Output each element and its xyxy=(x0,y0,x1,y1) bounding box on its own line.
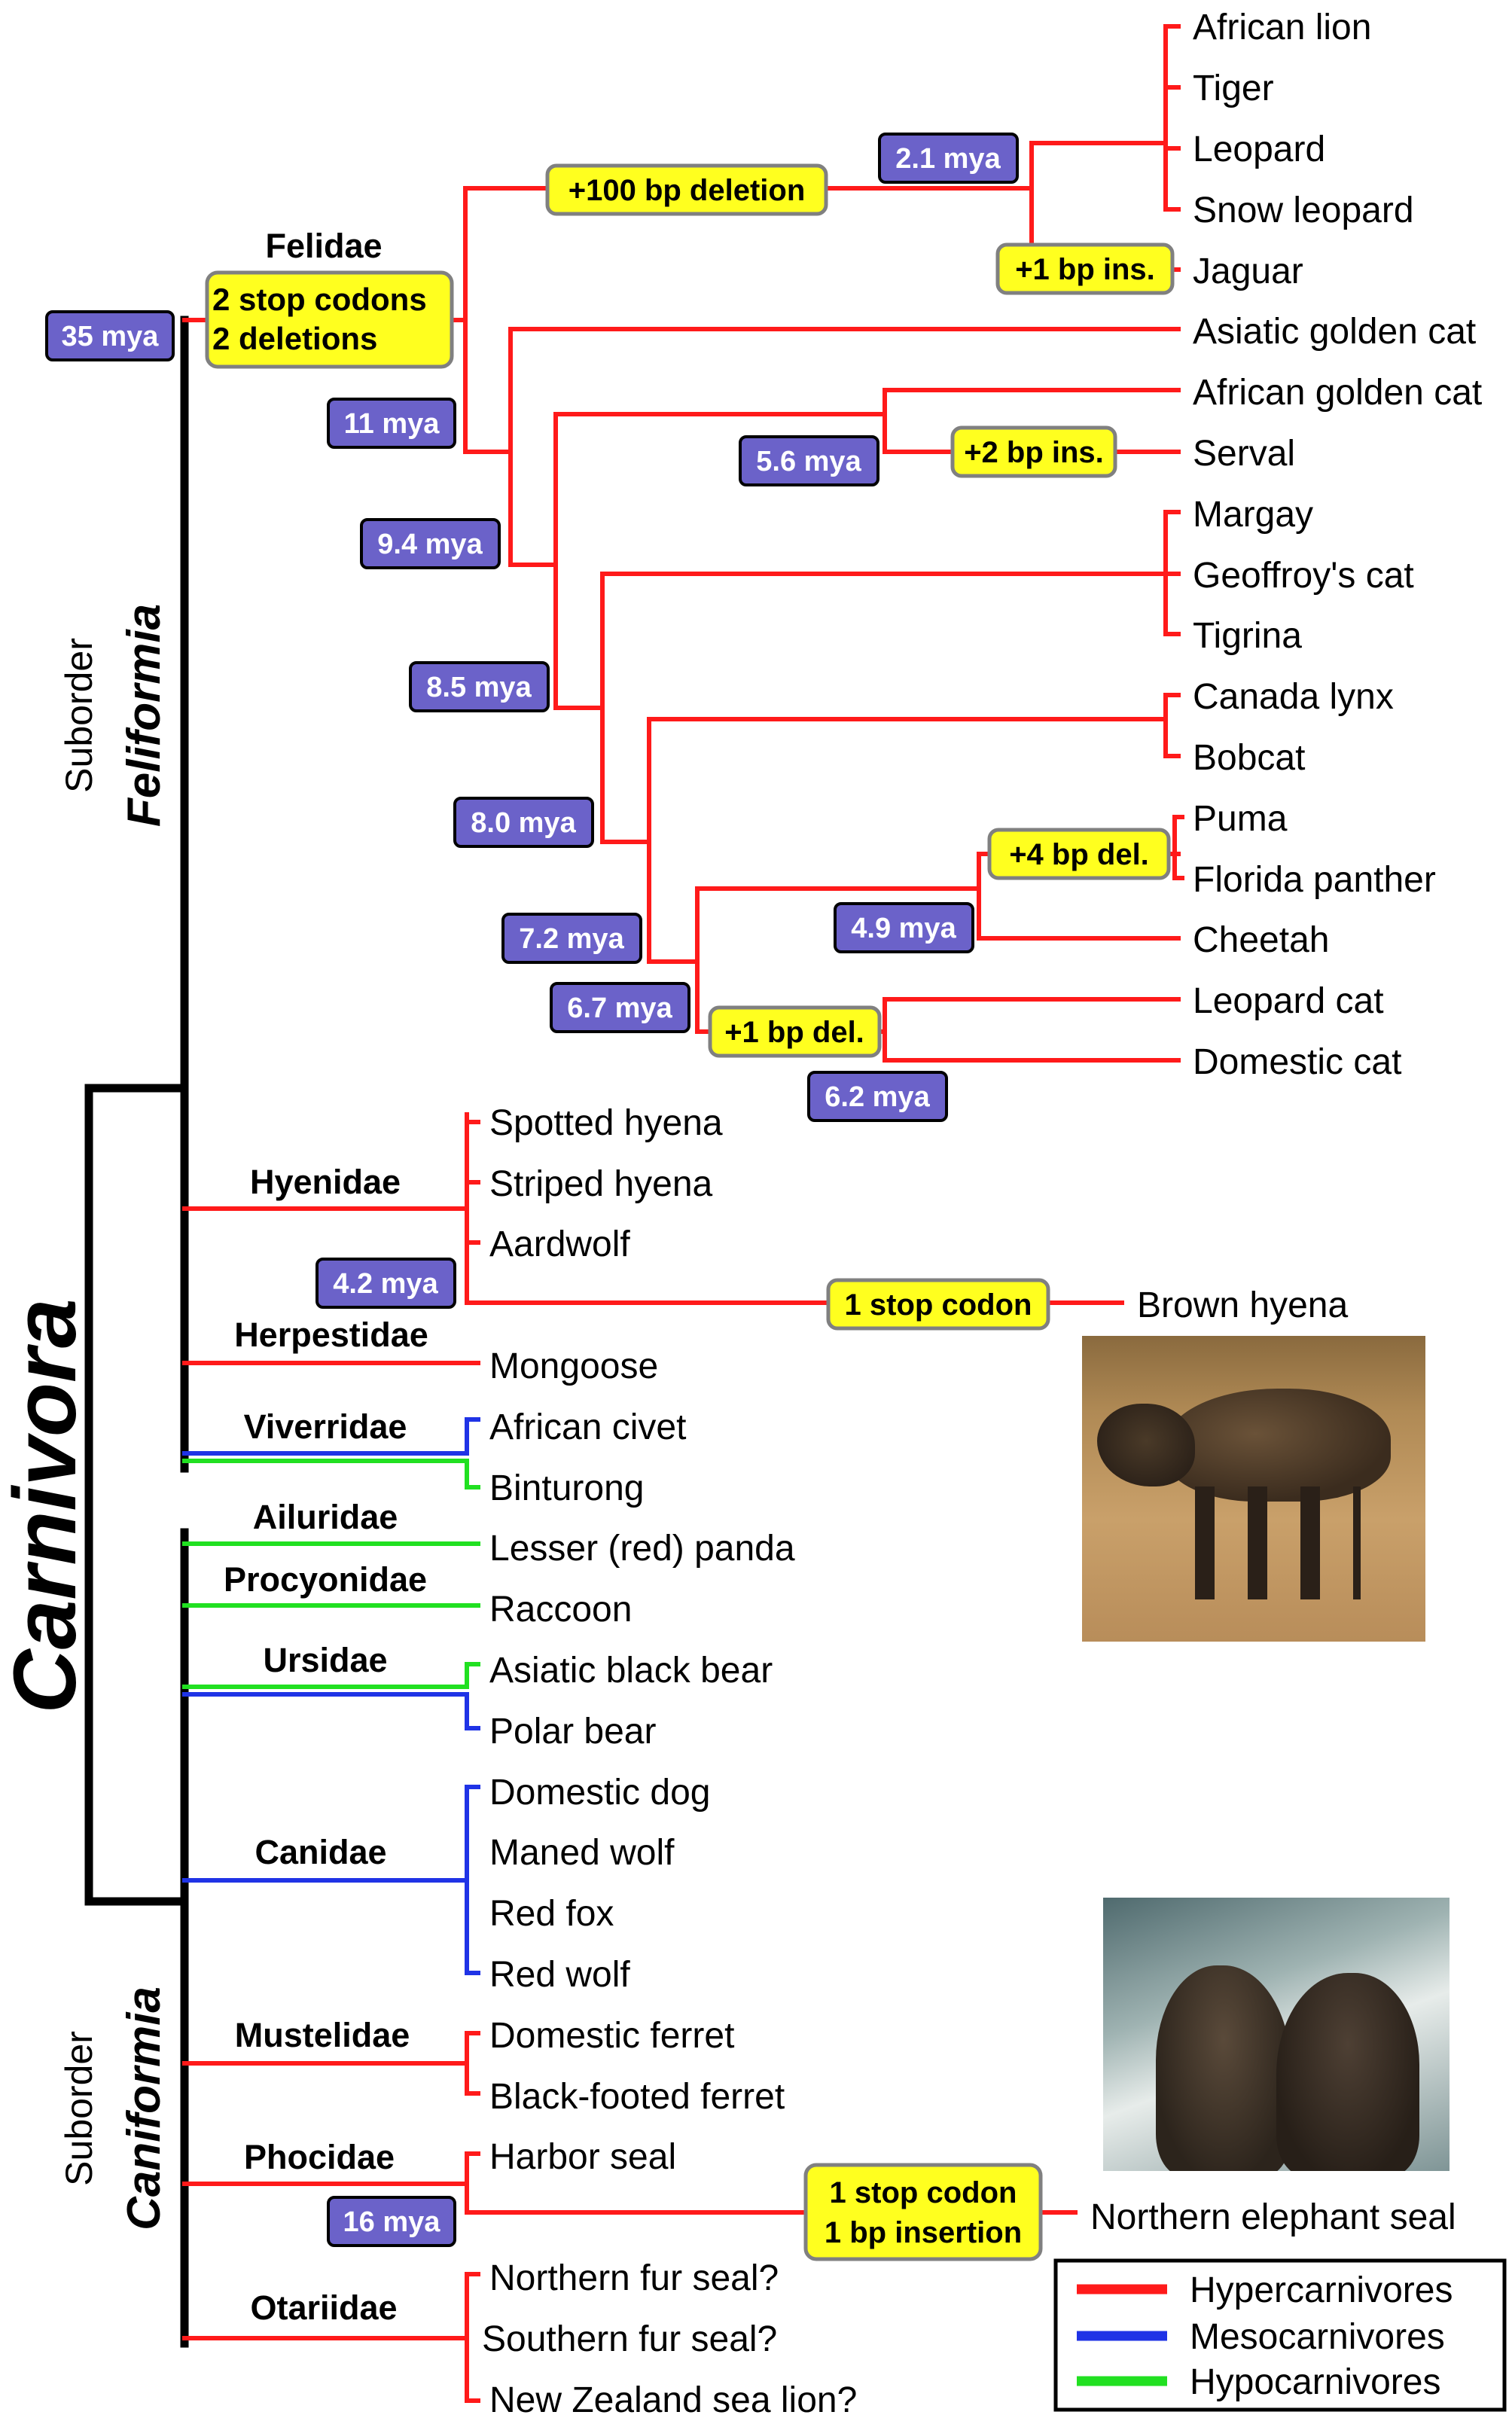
species-polar-bear: Polar bear xyxy=(489,1712,656,1752)
hyena-body-shape xyxy=(1165,1389,1391,1502)
mutation-event-boxes: 2 stop codons 2 deletions +100 bp deleti… xyxy=(205,163,1175,2261)
family-canidae: Canidae xyxy=(255,1833,386,1871)
species-brown-hyena: Brown hyena xyxy=(1137,1285,1348,1325)
species-tigrina: Tigrina xyxy=(1193,616,1302,656)
hyena-legs-shape xyxy=(1195,1486,1361,1599)
date-4-9-mya: 4.9 mya xyxy=(851,913,956,944)
species-bobcat: Bobcat xyxy=(1193,738,1305,778)
date-8-0-mya: 8.0 mya xyxy=(471,807,576,839)
date-8-5-mya: 8.5 mya xyxy=(426,672,532,703)
divergence-date-boxes: 35 mya 11 mya 9.4 mya 8.5 mya 8.0 mya 7.… xyxy=(45,133,1019,2247)
tree-branches xyxy=(182,24,1184,2403)
order-label: Carnivora xyxy=(0,1299,95,1714)
species-labels: African lion Tiger Leopard Snow leopard … xyxy=(482,8,1482,2420)
elephant-seal-photo xyxy=(1103,1898,1450,2171)
species-serval: Serval xyxy=(1193,434,1295,474)
species-raccoon: Raccoon xyxy=(489,1590,632,1630)
species-geoffroys-cat: Geoffroy's cat xyxy=(1193,556,1414,596)
species-binturong: Binturong xyxy=(489,1468,644,1508)
family-ursidae: Ursidae xyxy=(263,1641,387,1679)
event-100bp-deletion: +100 bp deletion xyxy=(569,174,806,207)
event-4bp-del: +4 bp del. xyxy=(1009,838,1149,871)
species-tiger: Tiger xyxy=(1193,69,1274,108)
family-felidae: Felidae xyxy=(265,227,382,265)
family-mustelidae: Mustelidae xyxy=(235,2016,410,2054)
family-viverridae: Viverridae xyxy=(244,1407,407,1446)
species-domestic-cat: Domestic cat xyxy=(1193,1042,1401,1082)
family-ailuridae: Ailuridae xyxy=(253,1498,398,1536)
species-leopard: Leopard xyxy=(1193,130,1325,169)
date-11-mya: 11 mya xyxy=(344,408,440,440)
date-6-7-mya: 6.7 mya xyxy=(567,992,672,1024)
species-puma: Puma xyxy=(1193,799,1288,839)
rank-labels: Carnivora Suborder Feliformia Suborder C… xyxy=(0,604,170,2230)
suborder-feliformia-name: Feliformia xyxy=(118,604,170,827)
species-southern-fur-seal: Southern fur seal? xyxy=(482,2319,777,2359)
species-lesser-red-panda: Lesser (red) panda xyxy=(489,1529,795,1569)
species-margay: Margay xyxy=(1193,495,1313,535)
legend-label-hyper: Hypercarnivores xyxy=(1190,2270,1453,2310)
species-northern-fur-seal: Northern fur seal? xyxy=(489,2258,779,2298)
event-felidae-line1: 2 stop codons xyxy=(212,282,427,317)
date-35-mya: 35 mya xyxy=(62,321,160,352)
legend-label-meso: Mesocarnivores xyxy=(1190,2317,1445,2357)
species-red-wolf: Red wolf xyxy=(489,1955,630,1995)
seal-left-shape xyxy=(1156,1965,1291,2171)
family-labels: Felidae Hyenidae Herpestidae Viverridae … xyxy=(224,227,428,2327)
species-jaguar: Jaguar xyxy=(1193,252,1303,291)
suborder-feliformia-prefix: Suborder xyxy=(58,638,100,793)
species-spotted-hyena: Spotted hyena xyxy=(489,1103,723,1143)
species-florida-panther: Florida panther xyxy=(1193,860,1436,900)
legend-label-hypo: Hypocarnivores xyxy=(1190,2362,1440,2402)
family-otariidae: Otariidae xyxy=(250,2288,397,2327)
family-herpestidae: Herpestidae xyxy=(234,1316,428,1354)
event-seal-stop-codon: 1 stop codon xyxy=(830,2176,1017,2209)
species-cheetah: Cheetah xyxy=(1193,920,1329,960)
species-aardwolf: Aardwolf xyxy=(489,1224,630,1264)
event-1bp-ins: +1 bp ins. xyxy=(1015,253,1155,286)
hyena-head-shape xyxy=(1097,1404,1195,1486)
species-domestic-ferret: Domestic ferret xyxy=(489,2016,734,2056)
backbone-lines xyxy=(84,316,189,2348)
species-asiatic-black-bear: Asiatic black bear xyxy=(489,1651,773,1691)
species-black-footed-ferret: Black-footed ferret xyxy=(489,2077,785,2117)
family-procyonidae: Procyonidae xyxy=(224,1560,427,1599)
suborder-caniformia-name: Caniformia xyxy=(118,1987,170,2230)
brown-hyena-photo xyxy=(1082,1336,1425,1642)
species-northern-elephant-seal: Northern elephant seal xyxy=(1090,2197,1456,2237)
species-african-civet: African civet xyxy=(489,1407,686,1447)
legend: Hypercarnivores Mesocarnivores Hypocarni… xyxy=(1053,2258,1507,2412)
species-asiatic-golden-cat: Asiatic golden cat xyxy=(1193,312,1476,352)
date-7-2-mya: 7.2 mya xyxy=(519,923,624,955)
date-4-2-mya: 4.2 mya xyxy=(333,1268,438,1300)
species-domestic-dog: Domestic dog xyxy=(489,1773,710,1813)
seal-right-shape xyxy=(1276,1973,1419,2171)
event-brown-hyena-stop-codon: 1 stop codon xyxy=(845,1288,1032,1322)
species-african-lion: African lion xyxy=(1193,8,1371,47)
date-16-mya: 16 mya xyxy=(343,2206,441,2238)
species-snow-leopard: Snow leopard xyxy=(1193,191,1414,230)
date-5-6-mya: 5.6 mya xyxy=(756,446,861,477)
event-2bp-ins: +2 bp ins. xyxy=(964,436,1104,469)
date-2-1-mya: 2.1 mya xyxy=(895,143,1001,175)
event-1bp-del: +1 bp del. xyxy=(724,1016,864,1049)
species-african-golden-cat: African golden cat xyxy=(1193,373,1482,413)
event-seal-1bp-insertion: 1 bp insertion xyxy=(825,2216,1022,2249)
species-striped-hyena: Striped hyena xyxy=(489,1164,713,1204)
event-felidae-line2: 2 deletions xyxy=(212,321,377,356)
species-maned-wolf: Maned wolf xyxy=(489,1833,675,1873)
species-new-zealand-sea-lion: New Zealand sea lion? xyxy=(489,2380,857,2420)
date-9-4-mya: 9.4 mya xyxy=(377,529,483,560)
family-hyenidae: Hyenidae xyxy=(250,1163,401,1201)
species-red-fox: Red fox xyxy=(489,1894,614,1934)
species-harbor-seal: Harbor seal xyxy=(489,2137,676,2177)
species-canada-lynx: Canada lynx xyxy=(1193,677,1394,717)
family-phocidae: Phocidae xyxy=(244,2138,395,2176)
suborder-caniformia-prefix: Suborder xyxy=(58,2031,100,2186)
date-6-2-mya: 6.2 mya xyxy=(825,1081,930,1113)
species-mongoose: Mongoose xyxy=(489,1346,658,1386)
species-leopard-cat: Leopard cat xyxy=(1193,981,1384,1021)
